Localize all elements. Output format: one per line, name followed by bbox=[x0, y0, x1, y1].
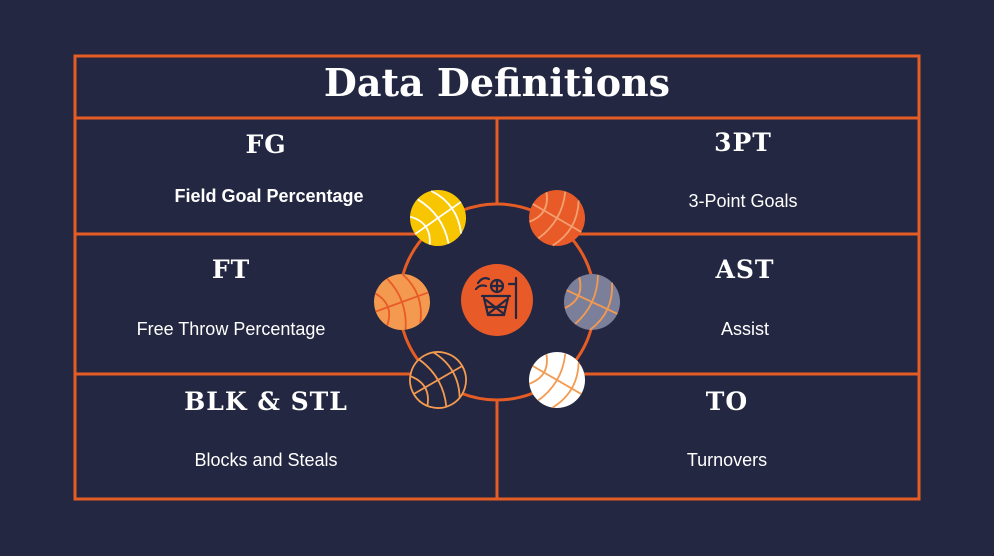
definition-abbr-ft: FT bbox=[211, 255, 251, 284]
basketball-icon-orange bbox=[518, 179, 596, 257]
basketball-hoop-icon bbox=[461, 264, 533, 336]
definition-desc-3pt: 3-Point Goals bbox=[688, 191, 798, 211]
definition-desc-fg: Field Goal Percentage bbox=[174, 186, 364, 206]
basketball-icon-navy bbox=[399, 341, 477, 419]
definition-desc-ft: Free Throw Percentage bbox=[136, 319, 326, 339]
basketball-icon-white bbox=[518, 341, 596, 419]
definition-desc-to: Turnovers bbox=[686, 450, 768, 470]
definition-abbr-to: TO bbox=[705, 387, 749, 416]
definition-abbr-blk-stl: BLK & STL bbox=[184, 387, 348, 416]
definition-abbr-ast: AST bbox=[715, 255, 775, 284]
basketball-icon-gray bbox=[554, 264, 630, 340]
basketball-icon-yellow bbox=[398, 178, 478, 258]
definition-abbr-fg: FG bbox=[245, 130, 287, 159]
definition-abbr-3pt: 3PT bbox=[714, 128, 772, 157]
page-title: Data Definitions bbox=[323, 60, 671, 105]
definition-desc-ast: Assist bbox=[720, 319, 770, 339]
definition-desc-blk-stl: Blocks and Steals bbox=[194, 450, 338, 470]
basketball-icon-light-orange bbox=[365, 266, 439, 338]
